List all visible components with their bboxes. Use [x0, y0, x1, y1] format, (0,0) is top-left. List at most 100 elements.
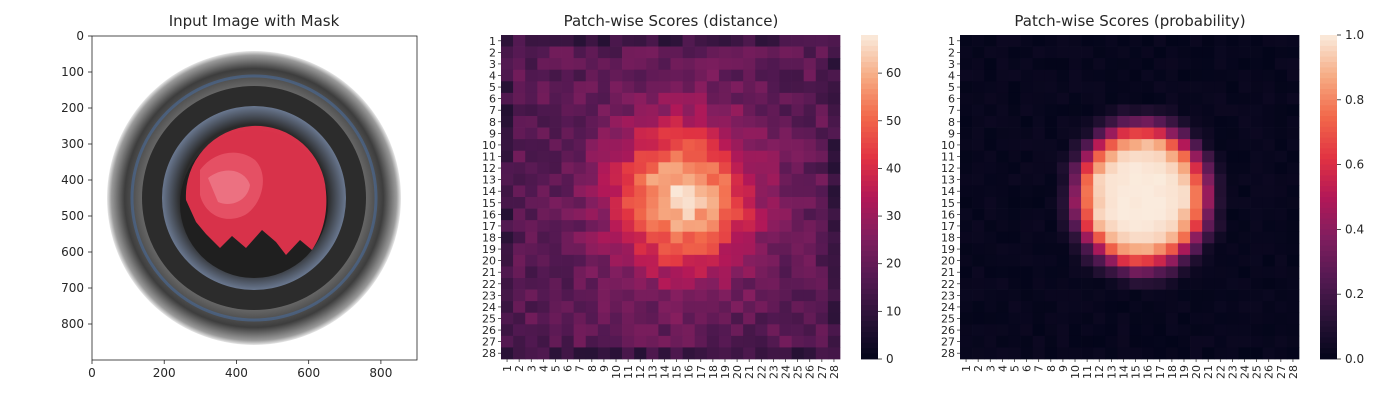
colorbar-segment [1320, 353, 1337, 360]
colorbar-segment [1320, 294, 1337, 300]
heatmap-cell [1238, 35, 1251, 47]
heatmap-cell [1165, 185, 1179, 198]
heatmap-cell [779, 69, 792, 82]
heatmap-cell [803, 289, 817, 302]
colorbar-segment [861, 251, 878, 257]
heatmap-cell [694, 197, 708, 209]
heatmap-cell [585, 312, 599, 325]
heatmap-cell [1286, 58, 1300, 71]
heatmap-cell [1274, 254, 1288, 267]
heatmap-cell [1202, 266, 1215, 279]
heatmap-cell [972, 324, 985, 337]
heatmap-cell [791, 46, 805, 59]
heatmap-cell [694, 231, 708, 244]
heatmap-cell [1262, 278, 1276, 290]
heatmap-cell [646, 312, 659, 325]
heatmap-cell [1153, 254, 1167, 267]
heatmap-cell [1068, 208, 1082, 221]
heatmap-cell [658, 173, 671, 186]
heatmap-cell [1165, 150, 1179, 163]
heatmap-cell [622, 173, 635, 186]
heatmap-cell [622, 197, 635, 209]
heatmap-cell [1177, 185, 1191, 198]
heatmap-cell [1177, 92, 1191, 105]
row-tick-label: 20 [482, 255, 496, 268]
heatmap-cell [1274, 231, 1288, 244]
heatmap-cell [731, 208, 744, 221]
heatmap-cell [1032, 116, 1046, 128]
heatmap-cell [1105, 104, 1118, 117]
heatmap-cell [1286, 266, 1300, 279]
heatmap-cell [1032, 162, 1046, 175]
heatmap-cell [561, 231, 574, 244]
heatmap-cell [1153, 220, 1167, 233]
heatmap-cell [658, 208, 671, 221]
heatmap-cell [658, 139, 671, 152]
heatmap-cell [1250, 116, 1264, 128]
heatmap-cell [525, 301, 538, 314]
heatmap-cell [779, 301, 792, 314]
heatmap-cell [549, 162, 562, 175]
row-tick-label: 7 [948, 104, 955, 117]
heatmap-cell [1226, 139, 1239, 152]
heatmap-cell [827, 104, 841, 117]
heatmap-cell [1093, 104, 1106, 117]
heatmap-cell [731, 243, 744, 256]
heatmap-cell [525, 173, 538, 186]
heatmap-cell [585, 185, 599, 198]
col-tick-label: 3 [525, 365, 538, 372]
heatmap-cell [1190, 197, 1203, 209]
col-tick-label: 16 [1142, 365, 1155, 379]
heatmap-cell [827, 150, 841, 163]
heatmap-cell [597, 278, 611, 290]
heatmap-cell [706, 266, 720, 279]
heatmap-cell [779, 289, 792, 302]
heatmap-cell [815, 173, 829, 186]
heatmap-cell [525, 104, 538, 117]
heatmap-cell [779, 162, 792, 175]
heatmap-cell [1032, 197, 1046, 209]
heatmap-cell [1141, 104, 1155, 117]
heatmap-cell [1177, 278, 1191, 290]
heatmap-cell [634, 127, 647, 140]
heatmap-cell [694, 278, 708, 290]
heatmap-cell [646, 69, 659, 82]
heatmap-cell [1190, 58, 1203, 71]
heatmap-cell [537, 289, 550, 302]
heatmap-cell [972, 162, 985, 175]
heatmap-cell [646, 197, 659, 209]
heatmap-cell [658, 289, 671, 302]
heatmap-cell [549, 312, 562, 325]
heatmap-cell [960, 139, 973, 152]
heatmap-cell [972, 92, 985, 105]
heatmap-cell [1081, 231, 1094, 244]
heatmap-cell [996, 173, 1009, 186]
heatmap-cell [1081, 46, 1094, 59]
heatmap-cell [731, 46, 744, 59]
heatmap-cell [1190, 278, 1203, 290]
heatmap-cell [972, 185, 985, 198]
heatmap-cell [609, 92, 623, 105]
heatmap-cell [1032, 289, 1046, 302]
heatmap-cell [525, 162, 538, 175]
heatmap-cell [972, 116, 985, 128]
heatmap-cell [609, 254, 623, 267]
heatmap-cell [573, 208, 587, 221]
heatmap-cell [525, 324, 538, 337]
colorbar-segment [1320, 175, 1337, 182]
heatmap-cell [1117, 324, 1130, 337]
heatmap-cell [1020, 243, 1033, 256]
col-tick-label: 18 [707, 365, 720, 379]
heatmap-cell [658, 116, 671, 128]
heatmap-cell [1202, 208, 1215, 221]
heatmap-cell [513, 301, 526, 314]
heatmap-cell [706, 69, 720, 82]
heatmap-cell [1056, 220, 1070, 233]
heatmap-cell [585, 58, 599, 71]
heatmap-cell [743, 69, 756, 82]
heatmap-cell [1105, 150, 1118, 163]
heatmap-cell [718, 185, 732, 198]
heatmap-cell [1286, 162, 1300, 175]
heatmap-cell [1008, 127, 1021, 140]
heatmap-cell [815, 254, 829, 267]
